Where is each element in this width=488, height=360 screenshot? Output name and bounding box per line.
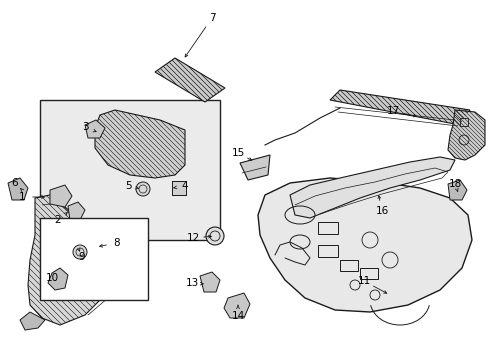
Polygon shape	[240, 155, 269, 180]
Text: 4: 4	[182, 181, 188, 191]
Polygon shape	[224, 293, 249, 318]
Text: 9: 9	[79, 252, 85, 262]
Text: 6: 6	[12, 178, 18, 188]
Polygon shape	[68, 202, 85, 220]
Bar	[317, 245, 337, 257]
Circle shape	[136, 182, 150, 196]
Text: 17: 17	[386, 106, 399, 116]
Polygon shape	[329, 90, 469, 125]
Text: 2: 2	[55, 215, 61, 225]
Text: 16: 16	[375, 206, 388, 216]
Polygon shape	[20, 312, 45, 330]
Text: 8: 8	[113, 238, 120, 248]
Polygon shape	[258, 178, 471, 312]
Polygon shape	[200, 272, 220, 292]
Text: 14: 14	[231, 311, 244, 321]
Polygon shape	[50, 185, 72, 207]
Circle shape	[73, 245, 87, 259]
Bar	[459, 118, 467, 126]
Bar	[339, 260, 357, 271]
Bar	[40, 218, 148, 300]
Text: 15: 15	[231, 148, 244, 158]
Polygon shape	[8, 178, 28, 200]
Polygon shape	[48, 268, 68, 290]
Text: 1: 1	[19, 192, 25, 202]
Text: 18: 18	[447, 179, 461, 189]
Text: 12: 12	[186, 233, 199, 243]
Bar	[40, 100, 220, 240]
Text: 11: 11	[357, 276, 370, 286]
Circle shape	[205, 227, 224, 245]
Bar	[172, 181, 185, 195]
Text: 5: 5	[124, 181, 131, 191]
Polygon shape	[447, 180, 466, 200]
Bar	[317, 222, 337, 234]
Text: 10: 10	[45, 273, 59, 283]
Polygon shape	[95, 110, 184, 178]
Text: 13: 13	[185, 278, 198, 288]
Polygon shape	[28, 195, 115, 325]
Text: 3: 3	[81, 122, 88, 132]
Bar	[359, 268, 377, 279]
Polygon shape	[85, 120, 105, 138]
Polygon shape	[155, 58, 224, 102]
Polygon shape	[447, 110, 484, 160]
Polygon shape	[289, 157, 454, 218]
Text: 7: 7	[208, 13, 215, 23]
